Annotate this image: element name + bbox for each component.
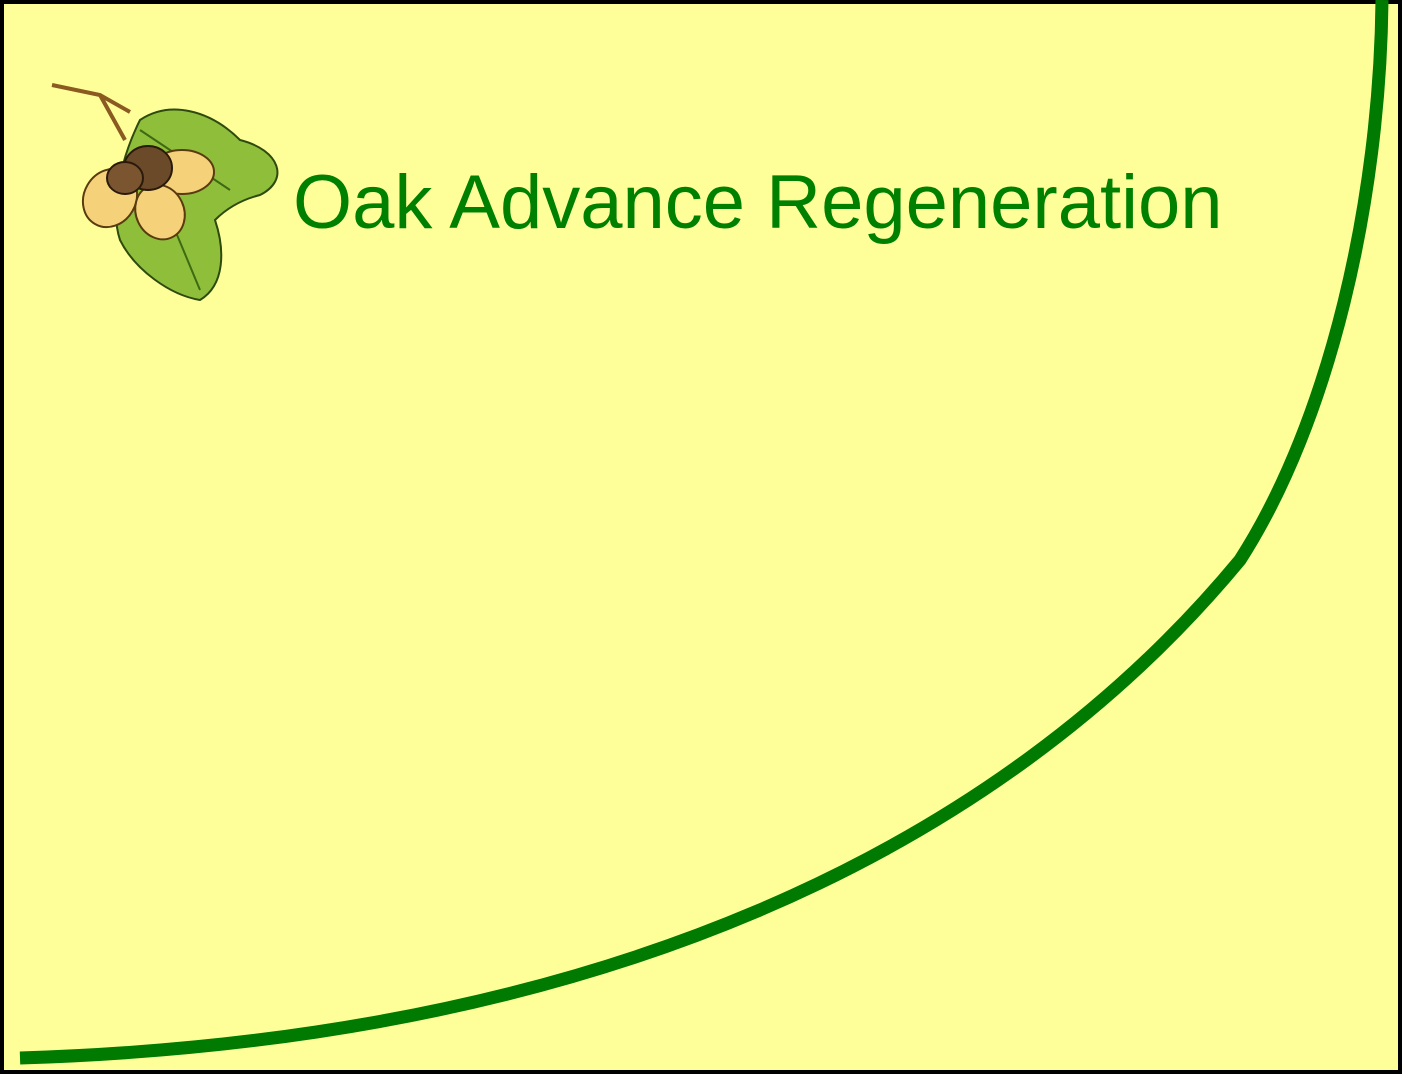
page: Oak Advance Regeneration (() => { const … — [0, 0, 1402, 1074]
slide-title: Oak Advance Regeneration — [293, 160, 1223, 245]
slide: Oak Advance Regeneration — [0, 0, 1402, 1074]
